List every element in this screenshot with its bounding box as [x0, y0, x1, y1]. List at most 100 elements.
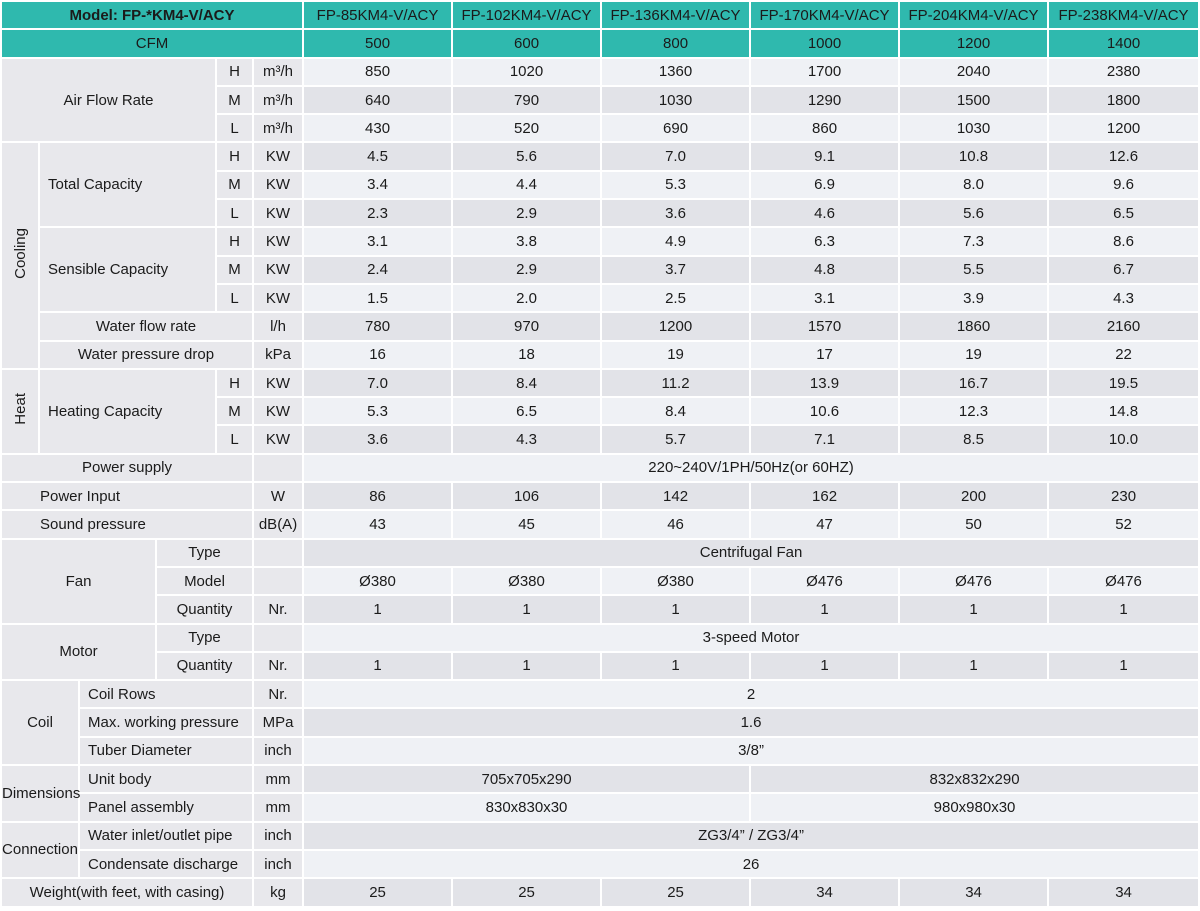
value-cell: 5.3 — [602, 171, 750, 199]
value-cell: 25 — [602, 879, 750, 906]
cfm-value: 600 — [453, 30, 601, 57]
unit-cell: KW — [254, 171, 303, 199]
value-cell: 230 — [1049, 483, 1199, 510]
model-name: FP-85KM4-V/ACY — [304, 2, 452, 29]
value-cell: 3.1 — [304, 228, 452, 255]
value-cell: 4.4 — [453, 171, 601, 199]
cfm-value: 500 — [304, 30, 452, 57]
value-cell: 1 — [304, 652, 452, 680]
value-cell: 1.6 — [304, 709, 1199, 736]
row-water-pressure-drop: Water pressure drop kPa 16 18 19 17 19 2… — [2, 341, 1199, 368]
value-cell: 1 — [900, 596, 1048, 623]
value-cell: 8.0 — [900, 171, 1048, 199]
value-cell: 162 — [751, 483, 899, 510]
label-water-flow-rate: Water flow rate — [40, 313, 252, 340]
model-name: FP-102KM4-V/ACY — [453, 2, 601, 29]
unit-cell: KW — [254, 426, 303, 453]
value-cell: 1 — [751, 596, 899, 623]
speed-label: H — [217, 228, 252, 255]
value-cell: 8.5 — [900, 426, 1048, 453]
value-cell: 10.6 — [751, 398, 899, 425]
unit-cell: inch — [254, 737, 303, 765]
value-cell: Centrifugal Fan — [304, 539, 1199, 566]
value-cell: 3.6 — [304, 426, 452, 453]
label-fan-quantity: Quantity — [157, 596, 252, 623]
value-cell: 16.7 — [900, 369, 1048, 397]
value-cell: 106 — [453, 483, 601, 510]
value-cell: 8.4 — [453, 369, 601, 397]
value-cell: 2 — [304, 681, 1199, 708]
value-cell: 430 — [304, 115, 452, 142]
row-fan-model: Model Ø380 Ø380 Ø380 Ø476 Ø476 Ø476 — [2, 567, 1199, 595]
value-cell: 52 — [1049, 511, 1199, 538]
value-cell: 19 — [900, 341, 1048, 368]
value-cell: 4.9 — [602, 228, 750, 255]
row-airflow-l: L m³/h 430 520 690 860 1030 1200 — [2, 115, 1199, 142]
label-sound-pressure: Sound pressure — [2, 511, 252, 538]
value-cell: 1700 — [751, 58, 899, 85]
value-cell: 520 — [453, 115, 601, 142]
value-cell: 9.1 — [751, 143, 899, 170]
label-power-supply: Power supply — [2, 454, 252, 482]
row-unit-body: Dimensions Unit body mm 705x705x290 832x… — [2, 766, 1199, 821]
value-cell: 1 — [453, 596, 601, 623]
row-sensible-capacity-l: L KW 1.5 2.0 2.5 3.1 3.9 4.3 — [2, 284, 1199, 312]
unit-cell: mm — [254, 766, 303, 793]
value-cell: 3.1 — [751, 284, 899, 312]
value-cell: 690 — [602, 115, 750, 142]
value-cell: 1360 — [602, 58, 750, 85]
row-water-flow-rate: Water flow rate l/h 780 970 1200 1570 18… — [2, 313, 1199, 340]
value-cell: 34 — [900, 879, 1048, 906]
value-cell: 3.9 — [900, 284, 1048, 312]
value-cell: 1570 — [751, 313, 899, 340]
label-unit-body: Unit body — [80, 766, 252, 793]
unit-cell-empty — [254, 567, 303, 595]
value-cell: 8.6 — [1049, 228, 1199, 255]
unit-cell: KW — [254, 369, 303, 397]
value-cell: 26 — [304, 850, 1199, 878]
unit-cell: Nr. — [254, 596, 303, 623]
value-cell: 2.0 — [453, 284, 601, 312]
row-cfm: CFM 500 600 800 1000 1200 1400 — [2, 30, 1199, 57]
label-max-working-pressure: Max. working pressure — [80, 709, 252, 736]
unit-cell: mm — [254, 794, 303, 821]
unit-cell: m³/h — [254, 58, 303, 85]
value-cell: 2.9 — [453, 200, 601, 227]
value-cell: 86 — [304, 483, 452, 510]
value-cell: 22 — [1049, 341, 1199, 368]
cfm-label: CFM — [2, 30, 303, 57]
value-cell: 4.3 — [453, 426, 601, 453]
value-cell: ZG3/4” / ZG3/4” — [304, 822, 1199, 849]
value-cell: 3.6 — [602, 200, 750, 227]
value-cell: 25 — [304, 879, 452, 906]
value-cell: 4.3 — [1049, 284, 1199, 312]
value-cell: 7.0 — [304, 369, 452, 397]
value-cell: 16 — [304, 341, 452, 368]
row-sound-pressure: Sound pressure dB(A) 43 45 46 47 50 52 — [2, 511, 1199, 538]
section-coil: Coil — [2, 681, 78, 765]
label-fan-model: Model — [157, 567, 252, 595]
row-panel-assembly: Panel assembly mm 830x830x30 980x980x30 — [2, 794, 1199, 821]
row-heating-capacity-m: M KW 5.3 6.5 8.4 10.6 12.3 14.8 — [2, 398, 1199, 425]
value-cell: 17 — [751, 341, 899, 368]
row-weight: Weight(with feet, with casing) kg 25 25 … — [2, 879, 1199, 906]
value-cell: Ø380 — [453, 567, 601, 595]
row-max-working-pressure: Max. working pressure MPa 1.6 — [2, 709, 1199, 736]
value-cell: 2380 — [1049, 58, 1199, 85]
speed-label: M — [217, 171, 252, 199]
unit-cell: m³/h — [254, 115, 303, 142]
model-series-label: Model: FP-*KM4-V/ACY — [2, 2, 303, 29]
value-cell: 2160 — [1049, 313, 1199, 340]
row-sensible-capacity-m: M KW 2.4 2.9 3.7 4.8 5.5 6.7 — [2, 256, 1199, 283]
value-cell: 1800 — [1049, 86, 1199, 114]
value-cell: 8.4 — [602, 398, 750, 425]
row-fan-type: Fan Type Centrifugal Fan — [2, 539, 1199, 623]
value-cell: 34 — [751, 879, 899, 906]
label-water-inlet-outlet-pipe: Water inlet/outlet pipe — [80, 822, 252, 849]
value-cell: 7.0 — [602, 143, 750, 170]
value-cell: 2.9 — [453, 256, 601, 283]
value-cell: 4.8 — [751, 256, 899, 283]
row-tuber-diameter: Tuber Diameter inch 3/8” — [2, 737, 1199, 765]
value-cell: 1 — [453, 652, 601, 680]
value-cell: 6.9 — [751, 171, 899, 199]
